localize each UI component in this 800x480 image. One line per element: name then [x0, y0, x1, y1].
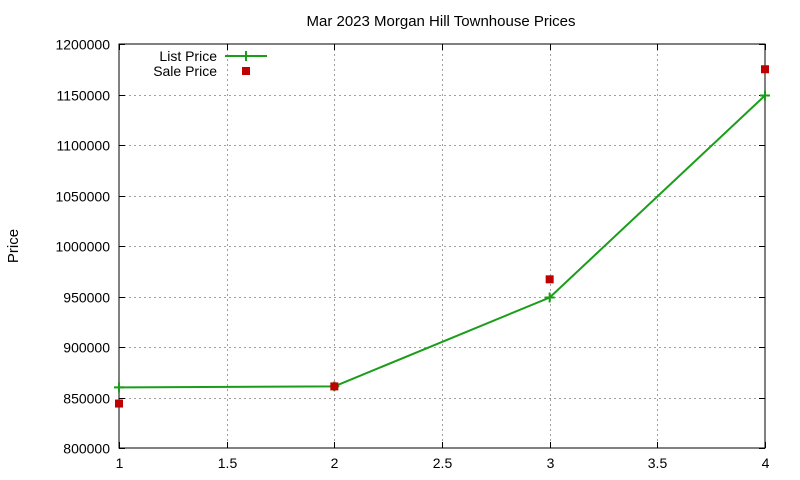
x-tick-label: 1	[116, 455, 124, 471]
y-tick-label: 1100000	[57, 138, 111, 154]
y-tick-label: 900000	[63, 340, 110, 356]
legend-key	[242, 67, 250, 75]
data-point-marker	[115, 399, 123, 408]
y-tick-label: 950000	[63, 290, 110, 306]
x-tick-label: 1.5	[218, 455, 238, 471]
axis-ticks: 8000008500009000009500001000000105000011…	[55, 37, 769, 472]
y-tick-label: 1150000	[57, 88, 111, 104]
data-point-marker	[544, 292, 555, 303]
data-point-marker	[760, 90, 770, 101]
x-tick-label: 2	[331, 455, 339, 471]
x-tick-label: 2.5	[433, 455, 453, 471]
series-layer	[114, 65, 770, 408]
chart-title: Mar 2023 Morgan Hill Townhouse Prices	[306, 13, 575, 30]
legend-key	[225, 51, 267, 61]
y-tick-label: 800000	[63, 441, 110, 457]
series-1	[115, 65, 769, 408]
y-axis-label: Price	[5, 229, 22, 263]
data-point-marker	[114, 382, 124, 393]
legend-key-marker	[241, 51, 251, 61]
legend-label: Sale Price	[153, 63, 217, 79]
x-tick-label: 4	[762, 455, 770, 471]
x-tick-label: 3.5	[648, 455, 668, 471]
legend-key-marker	[242, 67, 250, 75]
series-line	[118, 94, 766, 389]
y-tick-label: 1050000	[55, 189, 110, 205]
legend-label: List Price	[159, 48, 217, 64]
data-point-marker	[330, 382, 339, 391]
x-tick-label: 3	[547, 455, 555, 471]
y-tick-label: 1000000	[55, 239, 110, 255]
y-tick-label: 1200000	[55, 37, 110, 53]
data-point-marker	[761, 65, 769, 74]
data-point-marker	[545, 275, 554, 284]
y-tick-label: 850000	[63, 391, 110, 407]
grid-lines	[119, 44, 765, 448]
